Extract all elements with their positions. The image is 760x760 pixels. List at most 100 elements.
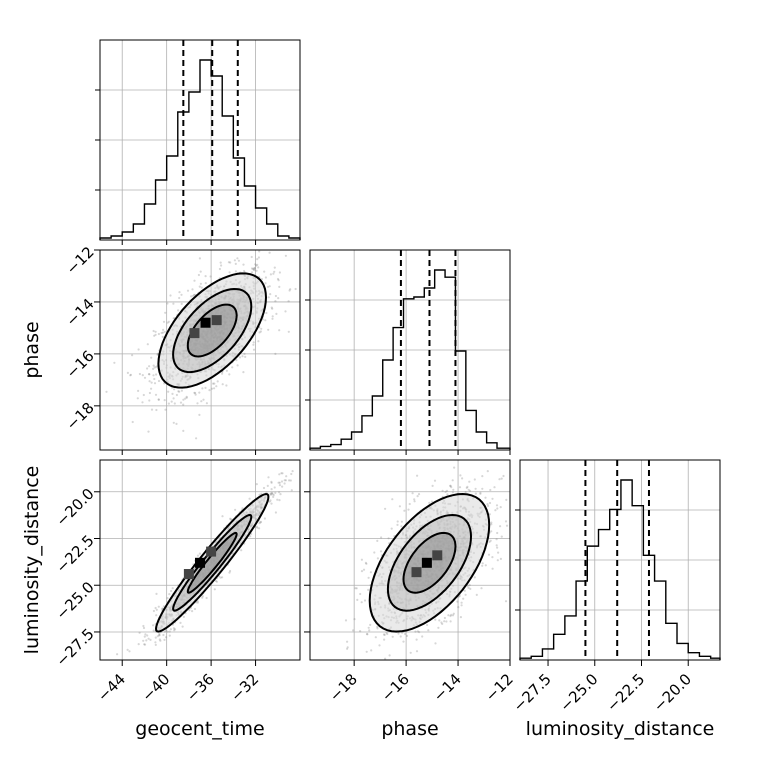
sample-point (168, 593, 171, 596)
sample-point (368, 629, 371, 632)
sample-point (179, 401, 183, 404)
sample-point (154, 606, 157, 610)
sample-point (156, 353, 159, 356)
sample-point (491, 497, 494, 500)
sample-point (243, 352, 246, 355)
sample-point (229, 518, 232, 521)
sample-point (484, 496, 487, 499)
panel-content (100, 460, 300, 663)
sample-point (363, 599, 367, 602)
sample-point (166, 597, 169, 600)
sample-point (269, 499, 272, 502)
sample-point (493, 486, 496, 489)
sample-point (136, 661, 138, 663)
sample-point (498, 478, 501, 481)
sample-point (144, 633, 147, 636)
sample-point (161, 335, 164, 338)
sample-point (353, 618, 356, 621)
sample-point (256, 526, 259, 529)
sample-point (143, 376, 147, 379)
panel-frame (99, 249, 301, 451)
sample-point (388, 654, 391, 657)
sample-point (489, 539, 492, 542)
sample-point (268, 285, 271, 288)
sample-point (198, 413, 201, 416)
sample-point (274, 511, 277, 514)
sample-point (490, 523, 493, 526)
y-tick-label: −27.5 (52, 625, 97, 670)
sample-point (396, 520, 399, 523)
sample-point (177, 390, 180, 393)
sample-point (270, 492, 273, 495)
sample-point (365, 562, 368, 565)
sample-point (449, 484, 452, 487)
sample-point (468, 480, 471, 483)
sample-point (128, 650, 131, 653)
sample-point (346, 647, 349, 650)
sample-point (172, 627, 175, 630)
sample-point (400, 525, 403, 528)
sample-point (269, 493, 272, 496)
hist-panel-phase (305, 249, 511, 451)
sample-point (440, 621, 443, 624)
panel-frame (519, 459, 721, 661)
sample-point (488, 540, 491, 544)
sample-point (362, 681, 364, 683)
sample-point (360, 558, 363, 561)
sample-point (194, 391, 197, 395)
sample-point (275, 312, 278, 315)
sample-point (502, 474, 505, 478)
sample-point (185, 395, 188, 398)
sample-point (258, 522, 261, 525)
sample-point (179, 621, 182, 625)
sample-point (243, 246, 245, 248)
sample-point (156, 352, 159, 355)
sample-point (166, 321, 169, 324)
sample-point (159, 639, 162, 642)
sample-point (279, 493, 282, 496)
sample-point (488, 501, 492, 505)
peak-cell (195, 557, 205, 568)
sample-point (250, 271, 254, 274)
sample-point (290, 489, 293, 492)
sample-point (155, 365, 158, 368)
sample-point (487, 553, 491, 556)
sample-point (278, 481, 281, 484)
sample-point (285, 475, 288, 478)
scatter-panel-phase-vs-luminosity_distance (309, 459, 511, 683)
sample-point (270, 481, 273, 484)
sample-point (281, 472, 284, 475)
sample-point (210, 387, 214, 390)
sample-point (269, 273, 272, 276)
sample-point (257, 256, 260, 259)
sample-point (364, 561, 367, 565)
sample-point (399, 635, 402, 638)
sample-point (359, 592, 362, 596)
sample-point (413, 498, 416, 501)
sample-point (180, 302, 183, 305)
sample-point (172, 317, 175, 320)
sample-point (214, 579, 217, 583)
contour-line (186, 303, 238, 358)
sample-point (499, 506, 502, 509)
sample-point (173, 388, 176, 391)
sample-point (164, 408, 167, 411)
density-region (187, 532, 237, 593)
sample-point (271, 307, 274, 310)
sample-point (400, 520, 403, 523)
sample-point (496, 546, 499, 549)
sample-point (163, 638, 166, 642)
sample-point (352, 629, 355, 632)
sample-point (257, 340, 260, 343)
sample-point (228, 571, 231, 574)
sample-point (178, 296, 181, 300)
sample-point (257, 245, 259, 247)
sample-point (449, 620, 452, 623)
sample-point (378, 644, 381, 647)
sample-point (504, 600, 508, 603)
sample-point (278, 473, 281, 476)
sample-point (146, 634, 149, 637)
sample-point (173, 629, 176, 632)
contour-line (368, 492, 491, 633)
